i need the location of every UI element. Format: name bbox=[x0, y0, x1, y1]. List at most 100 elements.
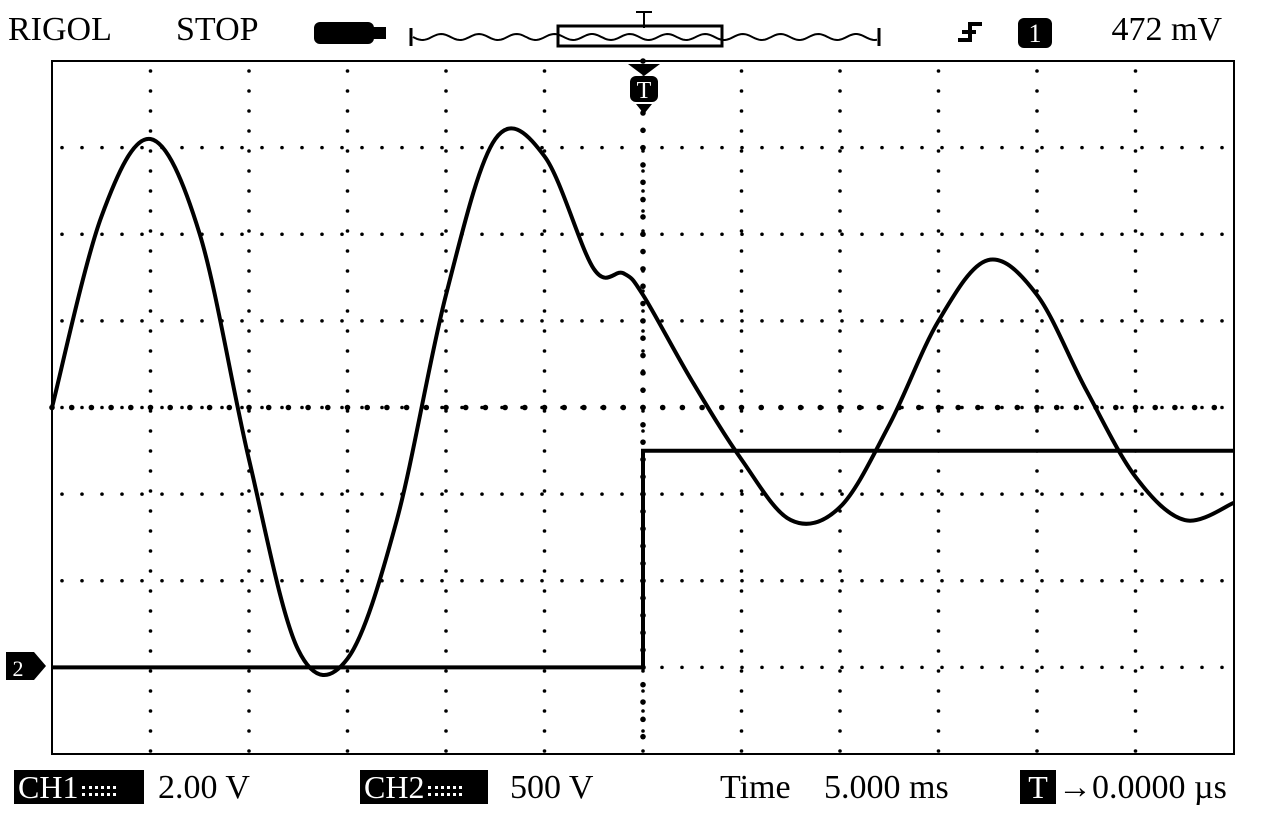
center-axis-tick bbox=[443, 404, 449, 411]
center-axis-tick bbox=[876, 404, 883, 411]
grid-dot bbox=[820, 665, 824, 670]
grid-dot bbox=[345, 129, 350, 133]
grid-dot bbox=[345, 349, 350, 353]
grid-dot bbox=[247, 609, 251, 613]
grid-dot bbox=[1080, 145, 1084, 150]
center-axis-tick bbox=[1014, 404, 1021, 411]
grid-dot bbox=[760, 232, 764, 237]
grid-dot bbox=[542, 489, 547, 493]
grid-dot bbox=[1000, 319, 1004, 323]
center-axis-tick bbox=[325, 404, 331, 411]
grid-dot bbox=[1133, 669, 1138, 673]
grid-dot bbox=[460, 319, 464, 323]
grid-dot bbox=[1133, 369, 1138, 373]
run-status[interactable]: STOP bbox=[176, 11, 259, 48]
grid-dot bbox=[840, 492, 844, 496]
grid-dot bbox=[60, 578, 64, 583]
grid-dot bbox=[960, 319, 964, 323]
center-axis-tick bbox=[856, 404, 863, 411]
grid-dot bbox=[260, 492, 264, 496]
grid-dot bbox=[345, 149, 350, 153]
grid-dot bbox=[520, 492, 524, 496]
center-axis-tick bbox=[265, 404, 272, 411]
grid-dot bbox=[280, 232, 284, 237]
grid-dot bbox=[148, 449, 153, 453]
grid-dot bbox=[542, 289, 547, 293]
grid-dot bbox=[60, 145, 64, 150]
trigger-badge[interactable]: T bbox=[1020, 770, 1056, 804]
grid-dot bbox=[936, 269, 941, 273]
center-axis-tick bbox=[246, 404, 252, 411]
grid-dot bbox=[540, 319, 544, 323]
center-axis-tick bbox=[640, 439, 646, 445]
grid-dot bbox=[345, 669, 350, 673]
grid-dot bbox=[838, 609, 842, 613]
grid-dot bbox=[345, 429, 350, 433]
grid-dot bbox=[444, 229, 448, 233]
ch1-badge[interactable]: CH1 bbox=[14, 770, 144, 804]
center-axis-tick bbox=[640, 58, 646, 64]
grid-dot bbox=[542, 389, 547, 393]
grid-dot bbox=[1133, 249, 1138, 253]
grid-dot bbox=[148, 249, 153, 253]
grid-dot bbox=[1180, 405, 1184, 410]
ch2-ground-marker[interactable]: 2 bbox=[6, 652, 46, 681]
grid-dot bbox=[345, 229, 350, 233]
svg-text:2: 2 bbox=[13, 656, 24, 681]
grid-dot bbox=[620, 319, 624, 323]
grid-dot bbox=[936, 649, 941, 653]
memory-depth-icon-tip bbox=[372, 27, 386, 39]
grid-dot bbox=[700, 232, 704, 237]
center-axis-tick bbox=[620, 404, 627, 411]
center-axis-tick bbox=[364, 404, 371, 411]
grid-dot bbox=[739, 689, 744, 693]
grid-dot bbox=[739, 569, 744, 573]
grid-dot bbox=[980, 145, 984, 150]
grid-dot bbox=[936, 209, 941, 213]
center-axis-tick bbox=[640, 422, 646, 428]
grid-dot bbox=[739, 509, 744, 513]
grid-dot bbox=[345, 629, 350, 633]
center-axis-tick bbox=[128, 404, 134, 411]
grid-dot bbox=[247, 109, 251, 113]
grid-dot bbox=[345, 489, 350, 493]
grid-dot bbox=[320, 319, 324, 323]
grid-dot bbox=[140, 145, 144, 150]
grid-dot bbox=[600, 319, 604, 323]
ch2-badge[interactable]: CH2 bbox=[360, 770, 488, 804]
grid-dot bbox=[247, 369, 251, 373]
grid-dot bbox=[247, 549, 251, 553]
ch2-trace bbox=[52, 448, 1234, 670]
ch2-label: CH2 bbox=[364, 769, 425, 805]
grid-dot bbox=[1133, 389, 1138, 393]
grid-dot bbox=[160, 319, 164, 323]
grid-dot bbox=[542, 369, 547, 373]
grid-dot bbox=[400, 232, 404, 237]
grid-dot bbox=[739, 349, 744, 353]
grid-dot bbox=[838, 289, 842, 293]
grid-dot bbox=[560, 145, 564, 150]
grid-dot bbox=[1160, 578, 1164, 583]
grid-dot bbox=[80, 405, 84, 410]
grid-dot bbox=[936, 89, 941, 93]
grid-dot bbox=[936, 369, 941, 373]
center-axis-tick bbox=[640, 404, 646, 411]
grid-dot bbox=[148, 309, 153, 313]
grid-dot bbox=[160, 232, 164, 237]
trigger-position-marker[interactable]: T bbox=[628, 64, 660, 114]
grid-dot bbox=[980, 232, 984, 237]
grid-dot bbox=[838, 369, 842, 373]
grid-dot bbox=[247, 689, 251, 693]
horizontal-position-bar[interactable] bbox=[409, 11, 881, 48]
grid-dot bbox=[936, 709, 941, 713]
center-axis-tick bbox=[1113, 404, 1119, 411]
grid-dot bbox=[920, 665, 924, 670]
grid-dot bbox=[148, 269, 153, 273]
grid-dot bbox=[1140, 492, 1144, 496]
grid-dot bbox=[542, 189, 547, 193]
grid-dot bbox=[880, 492, 884, 496]
grid-dot bbox=[1133, 569, 1138, 573]
center-axis-tick bbox=[640, 370, 646, 376]
grid-dot bbox=[900, 319, 904, 323]
grid-dot bbox=[280, 145, 284, 150]
